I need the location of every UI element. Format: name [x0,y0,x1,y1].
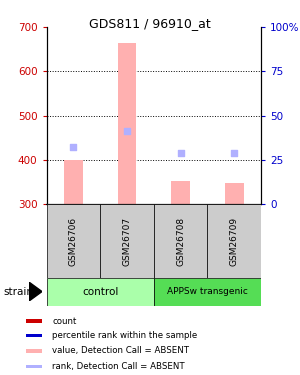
Bar [46,278,154,306]
Text: percentile rank within the sample: percentile rank within the sample [52,331,197,340]
Bar [171,182,190,204]
Bar [26,320,42,323]
Bar [26,364,42,368]
Text: APPSw transgenic: APPSw transgenic [167,287,248,296]
Bar [154,278,261,306]
Point [71,144,76,150]
Text: value, Detection Call = ABSENT: value, Detection Call = ABSENT [52,346,189,355]
Bar [225,183,244,204]
Text: strain: strain [3,286,33,297]
Text: GDS811 / 96910_at: GDS811 / 96910_at [89,17,211,30]
Text: rank, Detection Call = ABSENT: rank, Detection Call = ABSENT [52,362,185,371]
Point [178,150,183,156]
Text: GSM26707: GSM26707 [122,216,131,266]
Text: count: count [52,316,76,326]
Bar [100,204,154,278]
Text: GSM26709: GSM26709 [230,216,239,266]
Bar [118,42,136,204]
Bar [154,204,207,278]
Bar [26,334,42,338]
Text: GSM26708: GSM26708 [176,216,185,266]
Text: GSM26706: GSM26706 [69,216,78,266]
Point [124,128,129,134]
Bar [64,160,83,204]
Bar [207,204,261,278]
Text: control: control [82,286,118,297]
Point [232,150,237,156]
Bar [26,349,42,352]
Bar [46,204,100,278]
Polygon shape [28,282,42,302]
